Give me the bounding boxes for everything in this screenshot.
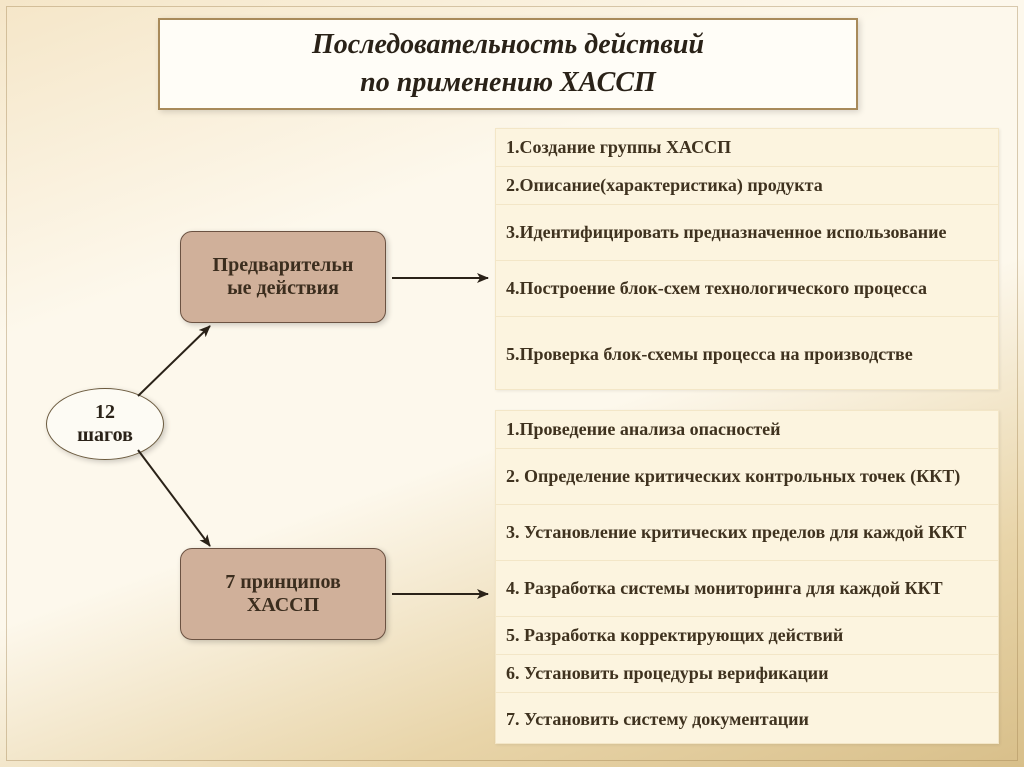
list-item: 1.Проведение анализа опасностей bbox=[496, 411, 998, 449]
panel-haccp-principles: 1.Проведение анализа опасностей2. Опреде… bbox=[495, 410, 999, 744]
title-line-2: по применению ХАССП bbox=[170, 64, 846, 102]
node2-line-2: ХАССП bbox=[225, 594, 341, 617]
list-item: 3.Идентифицировать предназначенное испол… bbox=[496, 205, 998, 261]
list-item: 5. Разработка корректирующих действий bbox=[496, 617, 998, 655]
node2-line-1: 7 принципов bbox=[225, 571, 341, 594]
node-preliminary-actions: Предварительн ые действия bbox=[180, 231, 386, 323]
node1-line-1: Предварительн bbox=[213, 254, 354, 277]
list-item: 4.Построение блок-схем технологического … bbox=[496, 261, 998, 317]
list-item: 7. Установить систему документации bbox=[496, 693, 998, 745]
list-item: 5.Проверка блок-схемы процесса на произв… bbox=[496, 317, 998, 391]
list-item: 3. Установление критических пределов для… bbox=[496, 505, 998, 561]
ellipse-12-steps: 12 шагов bbox=[46, 388, 164, 460]
ellipse-line-2: шагов bbox=[77, 424, 133, 447]
list-item: 2. Определение критических контрольных т… bbox=[496, 449, 998, 505]
list-item: 1.Создание группы ХАССП bbox=[496, 129, 998, 167]
panel-preliminary-steps: 1.Создание группы ХАССП2.Описание(характ… bbox=[495, 128, 999, 390]
node1-line-2: ые действия bbox=[213, 277, 354, 300]
list-item: 6. Установить процедуры верификации bbox=[496, 655, 998, 693]
node-7-principles: 7 принципов ХАССП bbox=[180, 548, 386, 640]
title-line-1: Последовательность действий bbox=[170, 26, 846, 64]
title-box: Последовательность действий по применени… bbox=[158, 18, 858, 110]
list-item: 4. Разработка системы мониторинга для ка… bbox=[496, 561, 998, 617]
list-item: 2.Описание(характеристика) продукта bbox=[496, 167, 998, 205]
ellipse-line-1: 12 bbox=[77, 401, 133, 424]
